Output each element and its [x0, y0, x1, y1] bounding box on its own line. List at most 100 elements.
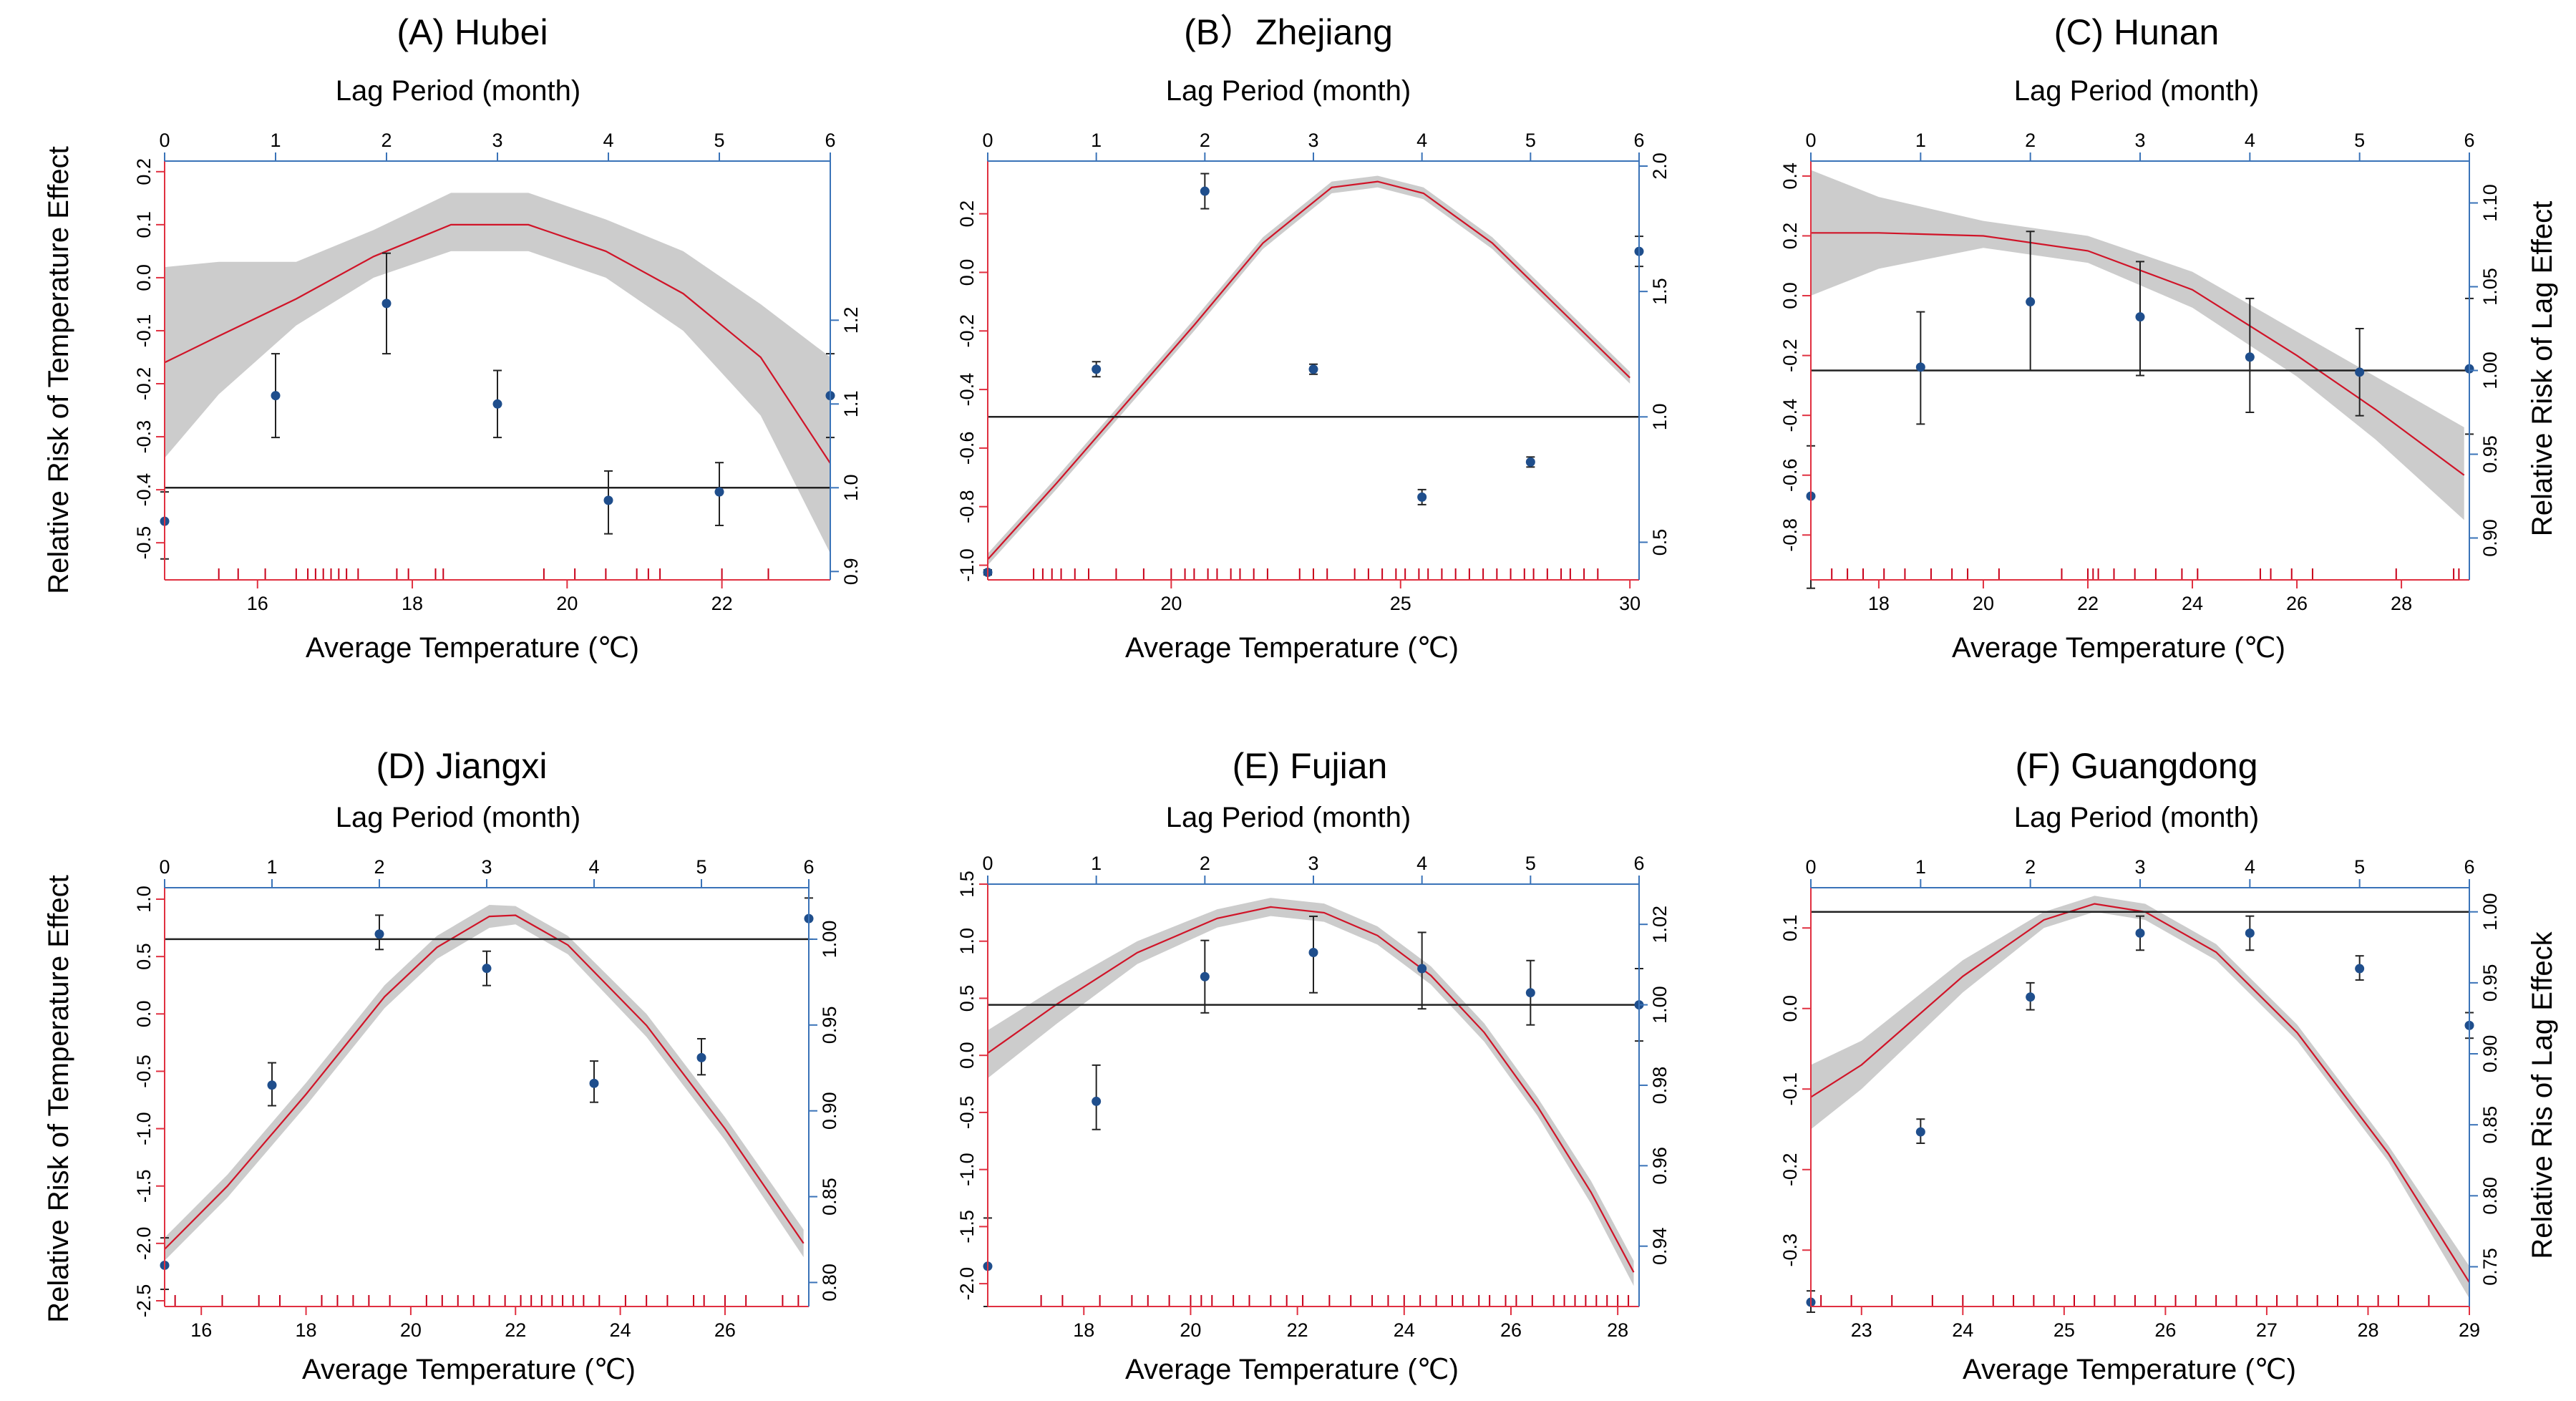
lag-tick-label: 4: [588, 856, 599, 878]
lag-tick-label: 3: [1308, 853, 1318, 874]
y-tick-label-left: 0.2: [133, 158, 155, 185]
y-tick-label-right: 0.85: [2479, 1106, 2501, 1144]
lag-point: [381, 299, 392, 309]
y-tick-label-left: -0.4: [956, 373, 978, 407]
y-tick-label-left: 0.0: [133, 1001, 155, 1028]
lag-tick-label: 5: [2354, 130, 2365, 151]
lag-axis-label: Lag Period (month): [1166, 75, 1411, 107]
lag-point: [482, 964, 492, 974]
lag-tick-label: 4: [2245, 130, 2255, 151]
y-tick-label-left: -0.2: [133, 367, 155, 401]
panel-hunan: (C) Hunan Lag Period (month) Average Tem…: [1779, 12, 2558, 664]
lag-point: [1915, 362, 1925, 372]
y-tick-label-left: 1.0: [956, 928, 978, 955]
lag-tick-label: 0: [159, 856, 170, 878]
y-tick-label-right: 0.90: [819, 1092, 840, 1130]
lag-point: [603, 495, 613, 505]
y-tick-label-left: 1.0: [133, 886, 155, 913]
y-tick-label-right: 0.96: [1649, 1147, 1671, 1185]
y-tick-label-left: -0.1: [133, 314, 155, 348]
y-tick-label-left: 0.0: [956, 259, 978, 286]
x-axis-label: Average Temperature (℃): [1963, 1354, 2296, 1385]
lag-tick-label: 6: [2464, 130, 2474, 151]
lag-tick-label: 6: [1633, 130, 1644, 151]
lag-tick-label: 6: [2464, 856, 2474, 878]
y-tick-label-right: 1.00: [2479, 893, 2501, 931]
lag-axis-label: Lag Period (month): [336, 802, 580, 833]
x-tick-label: 25: [1390, 593, 1411, 614]
lag-tick-label: 5: [696, 856, 706, 878]
y-axis-label-left: Relative Risk of Temperature Effect: [43, 146, 74, 593]
lag-axis-label: Lag Period (month): [2014, 802, 2259, 833]
lag-tick-label: 0: [1805, 856, 1816, 878]
x-tick-label: 16: [247, 593, 268, 614]
lag-tick-label: 5: [714, 130, 724, 151]
x-tick-label: 20: [1973, 593, 1994, 614]
confidence-band: [1811, 896, 2469, 1299]
lag-point: [267, 1080, 277, 1090]
x-tick-label: 22: [505, 1319, 526, 1341]
lag-axis-label: Lag Period (month): [1166, 802, 1411, 833]
y-tick-label-left: -0.3: [1779, 1233, 1801, 1267]
lag-tick-label: 5: [1525, 130, 1536, 151]
y-tick-label-left: 1.5: [956, 871, 978, 898]
y-tick-label-left: 0.0: [1779, 282, 1801, 309]
y-tick-label-right: 1.2: [840, 307, 862, 334]
x-tick-label: 28: [2357, 1319, 2378, 1341]
panel-zhejiang: (B）Zhejiang Lag Period (month) Average T…: [956, 12, 1671, 664]
y-tick-label-left: -0.2: [1779, 1153, 1801, 1186]
lag-tick-label: 0: [982, 130, 993, 151]
panel-title: (B）Zhejiang: [1184, 12, 1393, 52]
lag-tick-label: 6: [825, 130, 835, 151]
lag-tick-label: 1: [1091, 130, 1102, 151]
lag-point: [1525, 988, 1535, 998]
fitted-curve: [987, 906, 1635, 1273]
y-tick-label-left: -1.5: [133, 1169, 155, 1203]
x-axis-label: Average Temperature (℃): [306, 632, 639, 664]
x-tick-label: 18: [1868, 593, 1890, 614]
x-tick-label: 22: [1287, 1319, 1308, 1341]
y-tick-label-left: -0.4: [1779, 399, 1801, 432]
y-tick-label-left: -2.0: [956, 1267, 978, 1301]
x-tick-label: 18: [296, 1319, 317, 1341]
lag-point: [1915, 1127, 1925, 1137]
y-tick-label-left: 0.1: [133, 211, 155, 238]
y-tick-label-right: 0.94: [1649, 1227, 1671, 1265]
y-tick-label-left: -1.0: [956, 548, 978, 582]
fitted-curve: [1811, 232, 2465, 476]
lag-point: [2135, 928, 2145, 938]
lag-tick-label: 0: [982, 853, 993, 874]
lag-tick-label: 1: [270, 130, 281, 151]
lag-tick-label: 5: [1525, 853, 1536, 874]
y-tick-label-left: 0.5: [133, 943, 155, 970]
y-tick-label-right: 0.9: [840, 558, 862, 586]
panel-jiangxi: (D) Jiangxi Lag Period (month) Average T…: [43, 746, 840, 1385]
y-tick-label-right: 1.10: [2479, 184, 2501, 222]
x-tick-label: 18: [402, 593, 423, 614]
lag-point: [2355, 367, 2365, 377]
fitted-curve: [987, 180, 1630, 561]
x-tick-label: 20: [400, 1319, 422, 1341]
lag-point: [2245, 928, 2255, 938]
y-tick-label-left: 0.0: [133, 264, 155, 291]
lag-point: [1308, 948, 1318, 958]
x-axis-label: Average Temperature (℃): [1952, 632, 2285, 664]
confidence-band: [988, 175, 1630, 566]
fitted-curve: [164, 914, 805, 1250]
y-tick-label-left: -0.1: [1779, 1072, 1801, 1106]
y-tick-label-left: -0.2: [1779, 339, 1801, 372]
y-tick-label-right: 1.0: [840, 475, 862, 502]
lag-tick-label: 0: [1805, 130, 1816, 151]
lag-tick-label: 1: [1915, 856, 1926, 878]
y-tick-label-right: 1.1: [840, 391, 862, 418]
lag-point: [1525, 457, 1535, 467]
y-tick-label-right: 1.5: [1649, 278, 1671, 305]
y-tick-label-right: 1.02: [1649, 906, 1671, 944]
y-tick-label-left: -0.8: [1779, 518, 1801, 552]
fitted-curve: [164, 223, 831, 464]
x-tick-label: 24: [1394, 1319, 1415, 1341]
y-tick-label-right: 1.00: [819, 921, 840, 959]
y-tick-label-left: -0.4: [133, 473, 155, 507]
lag-tick-label: 3: [481, 856, 492, 878]
